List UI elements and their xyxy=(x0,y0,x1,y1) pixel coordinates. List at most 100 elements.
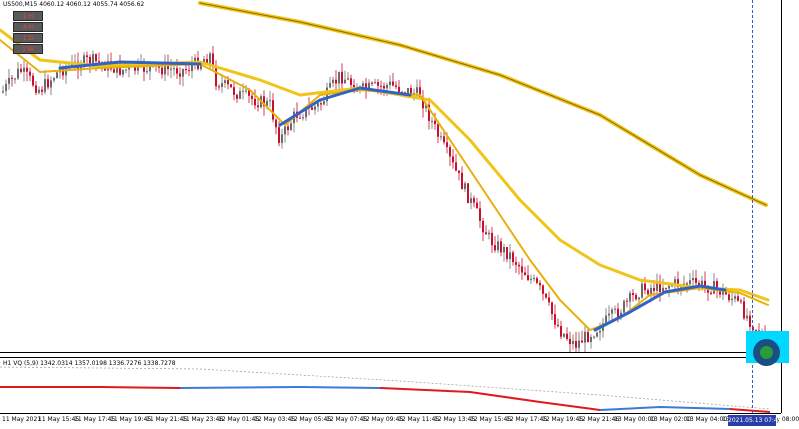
candle-body xyxy=(350,78,352,86)
candle-body xyxy=(428,104,430,121)
candle-body xyxy=(206,58,208,64)
candle-body xyxy=(569,338,571,345)
candle-body xyxy=(314,106,316,110)
candle-body xyxy=(2,91,4,93)
candle-body xyxy=(686,283,688,285)
candle-body xyxy=(20,68,22,72)
candle-body xyxy=(461,172,463,190)
moving-average-mid xyxy=(0,28,770,302)
symbol-label: US500,M15 4060.12 4060.12 4055.74 4056.6… xyxy=(3,1,145,8)
candle-body xyxy=(623,300,625,313)
candle-body xyxy=(125,69,127,71)
candle-body xyxy=(689,280,691,285)
candle-body xyxy=(662,287,664,293)
candle-body xyxy=(53,78,55,81)
time-tick: 12 May 03:45 xyxy=(254,416,296,423)
candle-body xyxy=(176,68,178,74)
candle-body xyxy=(509,252,511,260)
indicator-line-up xyxy=(179,385,381,389)
candle-body xyxy=(392,81,394,86)
indicator-chart[interactable] xyxy=(0,357,781,413)
candle-body xyxy=(191,65,193,72)
candle-body xyxy=(635,294,637,300)
candle-body xyxy=(86,55,88,58)
indicator-line-down xyxy=(0,386,181,389)
candle-body xyxy=(251,95,253,99)
candle-body xyxy=(599,330,601,333)
moving-average-slow xyxy=(198,1,768,207)
candle-body xyxy=(365,83,367,90)
candle-body xyxy=(227,80,229,85)
candle-body xyxy=(425,104,427,109)
candle-body xyxy=(608,313,610,316)
candle-body xyxy=(248,90,250,96)
candle-body xyxy=(146,71,148,73)
candle-body xyxy=(494,245,496,251)
time-tick: 12 May 09:45 xyxy=(362,416,404,423)
candle-body xyxy=(587,331,589,343)
candle-body xyxy=(239,91,241,99)
candle-body xyxy=(182,69,184,77)
candle-body xyxy=(47,79,49,88)
candle-body xyxy=(416,87,418,93)
candle-body xyxy=(578,340,580,348)
candle-body xyxy=(500,241,502,253)
candle-body xyxy=(41,89,43,92)
candle-body xyxy=(518,264,520,267)
candle-body xyxy=(371,82,373,84)
indicator-label: H1 VQ (5,9) 1342.0314 1357.0198 1336.727… xyxy=(3,360,176,367)
time-tick: 12 May 21:46 xyxy=(578,416,620,423)
candle-body xyxy=(632,293,634,295)
candle-body xyxy=(419,87,421,98)
candle-body xyxy=(659,280,661,293)
candle-body xyxy=(476,202,478,209)
crosshair-vertical-line[interactable] xyxy=(752,0,753,413)
candle-body xyxy=(701,280,703,287)
candle-body xyxy=(29,71,31,76)
candle-body xyxy=(506,246,508,260)
candle-body xyxy=(479,208,481,221)
chart-separator xyxy=(0,352,781,353)
timeframe-button-1d[interactable]: 1 D xyxy=(13,33,43,43)
candle-body xyxy=(332,79,334,84)
timeframe-button-1w[interactable]: 1 W xyxy=(13,44,43,54)
candle-body xyxy=(485,232,487,235)
candle-body xyxy=(560,326,562,337)
candle-body xyxy=(395,85,397,87)
time-tick: 12 May 15:45 xyxy=(470,416,512,423)
candle-body xyxy=(605,315,607,324)
candle-body xyxy=(122,69,124,75)
candle-body xyxy=(311,107,313,110)
candle-body xyxy=(65,67,67,76)
candle-body xyxy=(149,66,151,72)
candle-body xyxy=(374,82,376,84)
time-tick: 13 May 04:00 xyxy=(686,416,728,423)
candle-body xyxy=(443,136,445,143)
moving-average-slow-edge xyxy=(199,2,767,206)
candle-body xyxy=(521,266,523,273)
timeframe-button-4h[interactable]: 4 H xyxy=(13,22,43,32)
indicator-line-up xyxy=(599,405,731,411)
candle-body xyxy=(548,297,550,303)
candle-body xyxy=(377,82,379,86)
candle-body xyxy=(539,282,541,286)
candle-body xyxy=(347,78,349,80)
time-tick: 11 May 23:46 xyxy=(182,416,224,423)
candle-body xyxy=(590,337,592,343)
candle-body xyxy=(722,289,724,295)
timeframe-button-1h[interactable]: 1 H xyxy=(13,11,43,21)
candle-body xyxy=(728,294,730,301)
candle-body xyxy=(305,107,307,118)
main-chart[interactable] xyxy=(0,0,781,356)
candle-body xyxy=(383,85,385,89)
candle-body xyxy=(410,87,412,96)
target-center-icon xyxy=(760,346,773,359)
candle-body xyxy=(563,333,565,337)
candle-body xyxy=(50,80,52,88)
time-tick: 11 May 17:45 xyxy=(74,416,116,423)
time-tick: 11 May 19:45 xyxy=(110,416,152,423)
candle-body xyxy=(398,86,400,92)
candle-body xyxy=(641,283,643,298)
candle-body xyxy=(203,58,205,63)
time-tick: 13 May 02:00 xyxy=(650,416,692,423)
